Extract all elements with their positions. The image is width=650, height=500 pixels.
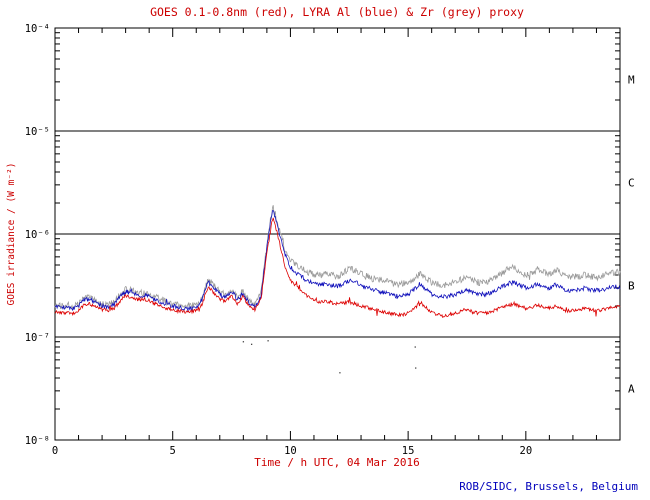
- series-goes-red: [54, 217, 621, 319]
- glitch-point: [267, 340, 269, 342]
- credit-text: ROB/SIDC, Brussels, Belgium: [459, 480, 638, 493]
- glitch-point: [339, 372, 341, 374]
- x-tick-label: 5: [170, 445, 176, 457]
- flare-class-label-b: B: [628, 280, 635, 293]
- series-al-blue: [54, 210, 621, 312]
- flare-class-label-c: C: [628, 177, 635, 190]
- y-tick-label: 10⁻⁵: [25, 126, 50, 138]
- flare-class-label-a: A: [628, 383, 635, 396]
- glitch-point: [415, 367, 417, 369]
- series-zr-grey: [54, 205, 621, 310]
- flare-class-label-m: M: [628, 74, 635, 87]
- x-tick-label: 0: [52, 445, 58, 457]
- y-tick-label: 10⁻⁶: [25, 229, 50, 241]
- y-axis-label: GOES irradiance / (W m⁻²): [6, 163, 17, 306]
- chart-title: GOES 0.1-0.8nm (red), LYRA Al (blue) & Z…: [150, 5, 524, 19]
- x-tick-label: 15: [402, 445, 415, 457]
- glitch-point: [414, 346, 416, 348]
- y-tick-label: 10⁻⁷: [25, 332, 50, 344]
- plot-series: [54, 205, 621, 374]
- glitch-point: [250, 343, 253, 345]
- x-tick-label: 20: [520, 445, 533, 457]
- plot-labels: 0 5 10 15 20 10⁻⁸ 10⁻⁷ 10⁻⁶ 10⁻⁵ 10⁻⁴ M C B A: [25, 23, 635, 457]
- x-axis-label: Time / h UTC, 04 Mar 2016: [254, 456, 420, 469]
- x-tick-label: 10: [284, 445, 297, 457]
- y-tick-label: 10⁻⁴: [25, 23, 50, 35]
- glitch-point: [242, 341, 245, 343]
- y-tick-label: 10⁻⁸: [25, 435, 50, 447]
- plot-axes: [54, 27, 621, 441]
